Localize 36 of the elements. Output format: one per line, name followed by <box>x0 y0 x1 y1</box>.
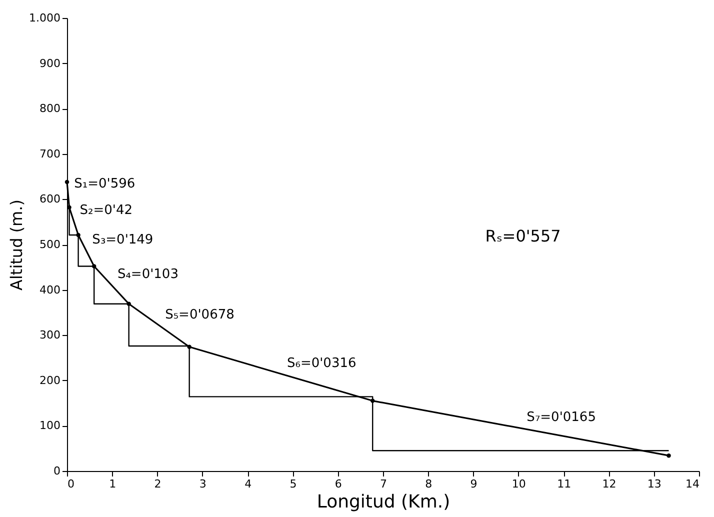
x-tick-label: 11 <box>557 478 572 490</box>
x-tick-label: 0 <box>68 478 74 490</box>
y-axis-title: Altitud (m.) <box>7 200 26 290</box>
x-tick-label: 10 <box>512 478 526 490</box>
annotation: S₇=0'0165 <box>526 410 596 426</box>
y-tick-label: 400 <box>40 283 60 296</box>
annotation: Rₛ=0'557 <box>485 226 561 246</box>
x-tick-label: 13 <box>647 478 662 490</box>
x-tick-label: 5 <box>290 478 297 490</box>
y-tick-label: 0 <box>54 464 60 478</box>
x-tick-label: 1 <box>109 478 116 490</box>
x-tick-label: 3 <box>199 478 206 490</box>
x-tick-label: 12 <box>602 478 616 490</box>
x-tick-label: 4 <box>244 478 252 490</box>
annotation: S₃=0'149 <box>92 232 154 248</box>
y-tick-label: 100 <box>40 419 60 432</box>
annotation: S₅=0'0678 <box>165 307 234 322</box>
x-tick-label: 2 <box>154 478 162 490</box>
y-tick-label: 500 <box>40 238 60 251</box>
x-tick-label: 14 <box>686 478 700 490</box>
x-tick-label: 6 <box>334 478 342 490</box>
y-tick-label: 200 <box>40 374 60 387</box>
annotation: S₂=0'42 <box>80 203 133 218</box>
y-tick-label: 1.000 <box>29 12 60 24</box>
y-tick-label: 800 <box>40 102 60 116</box>
x-axis-title: Longitud (Km.) <box>316 492 450 512</box>
x-tick-label: 7 <box>380 478 387 490</box>
y-tick-label: 900 <box>40 56 60 70</box>
annotation: S₆=0'0316 <box>286 356 356 371</box>
annotation: S₁=0'596 <box>74 176 136 192</box>
y-tick-label: 300 <box>40 328 60 342</box>
y-tick-label: 600 <box>40 192 60 206</box>
x-tick-label: 8 <box>425 478 432 490</box>
y-tick-label: 700 <box>40 147 60 160</box>
x-tick-label: 9 <box>470 478 478 490</box>
annotation: S₄=0'103 <box>117 267 178 282</box>
